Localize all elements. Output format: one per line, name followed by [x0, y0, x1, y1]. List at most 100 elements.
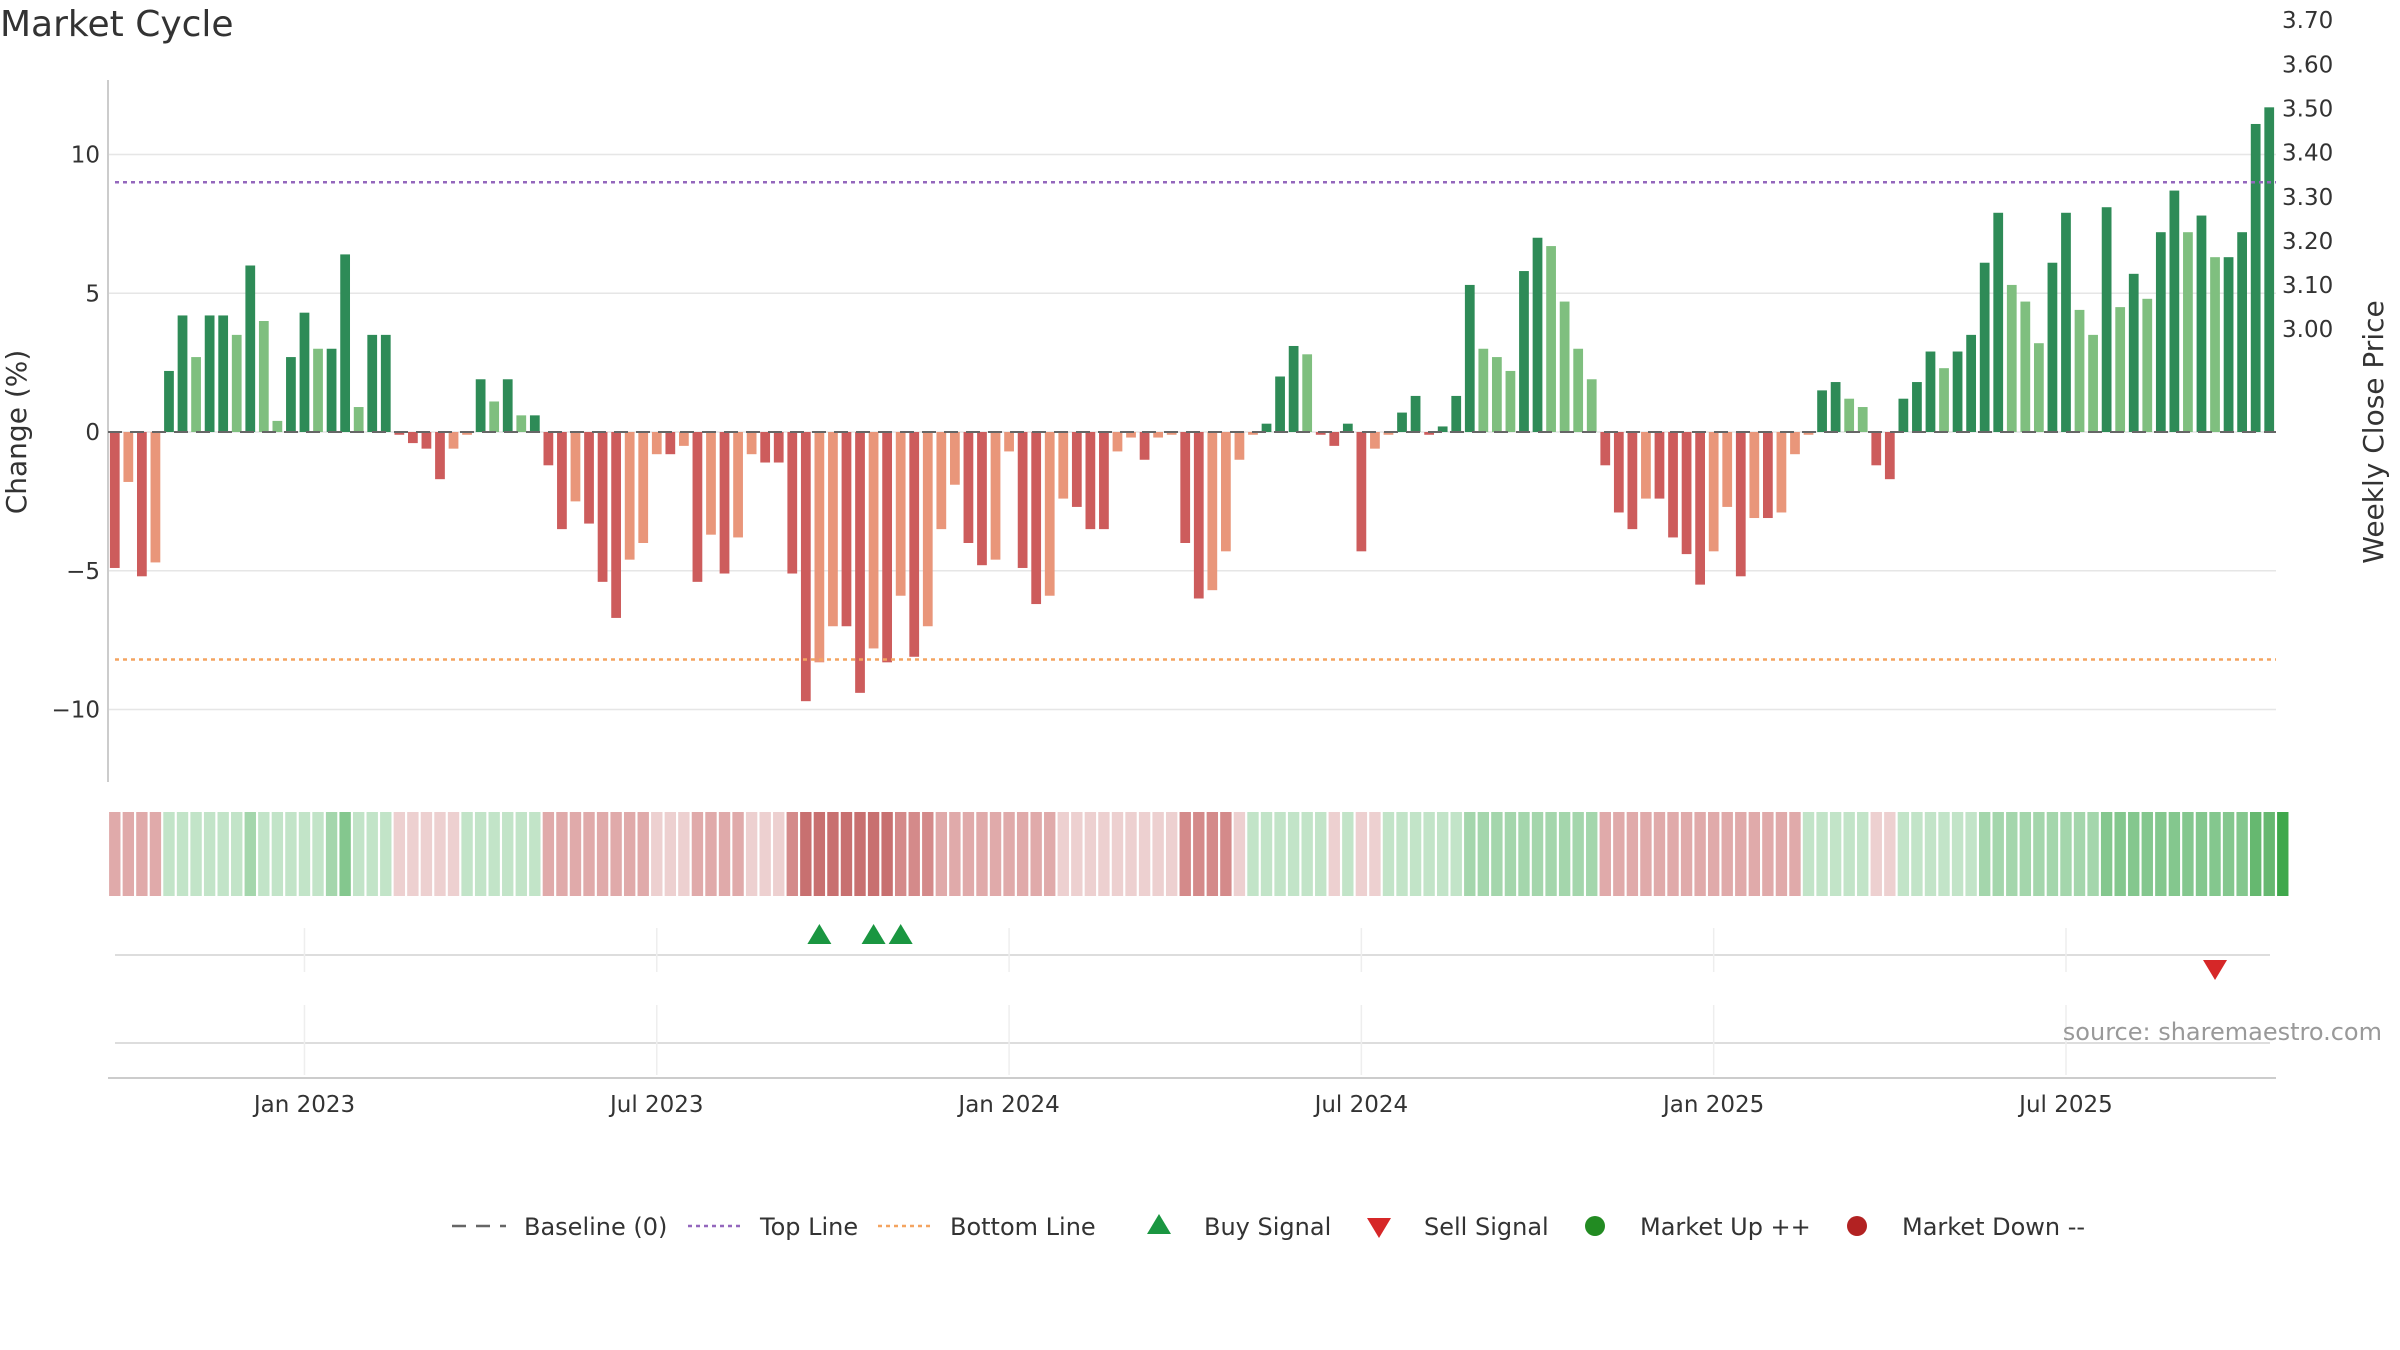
change-bar: [1044, 432, 1055, 596]
heat-cell: [2155, 812, 2167, 896]
heat-cell: [1274, 812, 1286, 896]
heat-cell: [1125, 812, 1137, 896]
heat-cell: [1884, 812, 1896, 896]
change-bar: [218, 315, 229, 432]
change-bar: [1776, 432, 1787, 513]
heat-cell: [447, 812, 460, 896]
change-bar: [2237, 232, 2248, 432]
heat-cell: [1667, 812, 1679, 896]
heat-cell: [922, 812, 934, 896]
change-bar: [949, 432, 960, 485]
heat-cell: [569, 812, 582, 896]
heat-cell: [380, 812, 392, 896]
legend-label: Market Down --: [1902, 1213, 2085, 1241]
change-bar: [1939, 368, 1949, 432]
change-bar: [1356, 432, 1367, 552]
change-bar: [1085, 432, 1096, 530]
change-bar: [1126, 432, 1136, 438]
heat-cell: [2222, 812, 2235, 896]
change-bar: [1749, 432, 1760, 519]
change-bar: [1817, 390, 1827, 432]
change-bar: [529, 415, 540, 432]
change-bar: [909, 432, 920, 657]
change-bar: [1966, 334, 1977, 432]
heat-cell: [1098, 812, 1110, 896]
heat-cell: [407, 812, 419, 896]
change-bar: [2223, 257, 2234, 432]
change-bar: [150, 432, 161, 563]
change-bar: [1017, 432, 1028, 568]
heat-cell: [1978, 812, 1991, 896]
change-bar: [1898, 398, 1909, 432]
heat-cell: [122, 812, 135, 896]
change-bar: [773, 432, 784, 463]
heat-cell: [1369, 812, 1381, 896]
heat-cell: [1057, 812, 1069, 896]
heat-cell: [1829, 812, 1842, 896]
change-bar: [258, 321, 269, 432]
change-bar: [1830, 382, 1841, 432]
change-bar: [1302, 354, 1313, 432]
change-bar: [1993, 212, 2004, 432]
heat-cell: [1355, 812, 1368, 896]
change-bar: [448, 432, 459, 449]
y-tick-label: 0: [85, 420, 100, 446]
heat-cell: [1030, 812, 1042, 896]
change-bar: [1370, 432, 1380, 449]
heat-cell: [474, 812, 487, 896]
heat-cell: [1545, 812, 1557, 896]
change-bar: [1193, 432, 1204, 599]
heat-cell: [2046, 812, 2059, 896]
change-bar: [2128, 273, 2139, 432]
change-bar: [1383, 432, 1394, 435]
change-bar: [1112, 432, 1123, 452]
heat-cell: [339, 812, 351, 896]
legend-item: Baseline (0): [452, 1213, 667, 1241]
heat-cell: [176, 812, 189, 896]
heat-cell: [1531, 812, 1544, 896]
change-bar: [2183, 232, 2193, 432]
change-bar: [977, 432, 987, 566]
signal-panel: [108, 924, 2276, 1079]
change-bar: [1031, 432, 1042, 605]
heat-cell: [610, 812, 622, 896]
change-bar: [543, 432, 554, 466]
change-bar: [286, 357, 296, 432]
heat-cell: [1287, 812, 1300, 896]
heat-cell: [1572, 812, 1584, 896]
heat-cell: [352, 812, 365, 896]
heat-cell: [596, 812, 609, 896]
heat-cell: [1233, 812, 1246, 896]
y-tick-label: 5: [85, 281, 100, 307]
legend-item: Top Line: [688, 1213, 858, 1241]
change-bar: [2033, 343, 2044, 432]
heat-cell: [1260, 812, 1273, 896]
change-bar: [1139, 432, 1150, 460]
triangle-up-icon: [1147, 1214, 1171, 1234]
change-bar: [2142, 298, 2153, 432]
heat-cell: [705, 812, 717, 896]
heat-cell: [2277, 812, 2289, 896]
heat-cell: [1857, 812, 1869, 896]
change-bar: [2074, 309, 2085, 432]
change-bar: [2006, 284, 2017, 432]
heat-cell: [1694, 812, 1706, 896]
change-bar: [733, 432, 743, 538]
heat-cell: [1342, 812, 1354, 896]
heat-cell: [2128, 812, 2140, 896]
heat-cell: [1179, 812, 1191, 896]
heat-cell: [1328, 812, 1340, 896]
change-bar: [1261, 423, 1272, 432]
heat-cell: [1111, 812, 1124, 896]
change-bar: [1004, 432, 1014, 452]
heat-cell: [1396, 812, 1408, 896]
heat-cell: [190, 812, 202, 896]
change-bar: [665, 432, 676, 455]
heat-cell: [2195, 812, 2208, 896]
change-bar: [1641, 432, 1651, 499]
change-bar: [800, 432, 811, 702]
buy-signal-marker: [807, 924, 832, 944]
y2-tick-label: 3.00: [2282, 317, 2333, 343]
legend-item: Market Down --: [1847, 1213, 2085, 1241]
heat-cell: [583, 812, 595, 896]
